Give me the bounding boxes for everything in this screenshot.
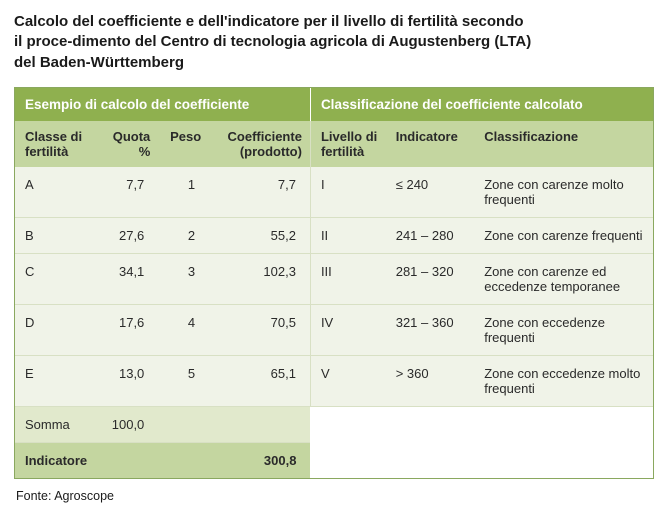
cell-livello: II bbox=[310, 217, 385, 253]
title-line-1: Calcolo del coefficiente e dell'indicato… bbox=[14, 13, 524, 30]
cell-ind: ≤ 240 bbox=[386, 167, 475, 218]
title-line-2: il proce-dimento del Centro di tecnologi… bbox=[14, 33, 531, 50]
group-header-row: Esempio di calcolo del coefficiente Clas… bbox=[15, 88, 653, 121]
cell-livello: IV bbox=[310, 304, 385, 355]
cell-peso: 2 bbox=[158, 217, 209, 253]
cell-livello: III bbox=[310, 253, 385, 304]
cell-livello: I bbox=[310, 167, 385, 218]
table-wrapper: Esempio di calcolo del coefficiente Clas… bbox=[14, 87, 654, 479]
table-body: A 7,7 1 7,7 I ≤ 240 Zone con carenze mol… bbox=[15, 167, 653, 478]
col-classificazione: Classificazione bbox=[474, 121, 653, 167]
cell-peso: 5 bbox=[158, 355, 209, 406]
cell-ind: 321 – 360 bbox=[386, 304, 475, 355]
cell-classe: E bbox=[15, 355, 95, 406]
col-coeff: Coefficiente (prodotto) bbox=[209, 121, 310, 167]
ind-label: Indicatore bbox=[15, 442, 95, 478]
cell-clf: Zone con carenze frequenti bbox=[474, 217, 653, 253]
cell-coeff: 70,5 bbox=[209, 304, 310, 355]
title-line-3: del Baden-Württemberg bbox=[14, 54, 184, 71]
cell-clf: Zone con carenze ed eccedenze temporanee bbox=[474, 253, 653, 304]
cell-peso: 4 bbox=[158, 304, 209, 355]
column-header-row: Classe di fertilità Quota % Peso Coeffic… bbox=[15, 121, 653, 167]
ind-quota bbox=[95, 442, 158, 478]
sum-quota: 100,0 bbox=[95, 406, 158, 442]
col-peso: Peso bbox=[158, 121, 209, 167]
cell-clf: Zone con carenze molto frequenti bbox=[474, 167, 653, 218]
blank-area bbox=[310, 406, 653, 478]
ind-coeff: 300,8 bbox=[209, 442, 310, 478]
figure-title: Calcolo del coefficiente e dell'indicato… bbox=[14, 12, 654, 73]
sum-peso bbox=[158, 406, 209, 442]
table-row: A 7,7 1 7,7 I ≤ 240 Zone con carenze mol… bbox=[15, 167, 653, 218]
cell-ind: 281 – 320 bbox=[386, 253, 475, 304]
sum-label: Somma bbox=[15, 406, 95, 442]
cell-coeff: 102,3 bbox=[209, 253, 310, 304]
source-line: Fonte: Agroscope bbox=[14, 489, 654, 503]
cell-quota: 7,7 bbox=[95, 167, 158, 218]
cell-quota: 27,6 bbox=[95, 217, 158, 253]
fertility-table: Esempio di calcolo del coefficiente Clas… bbox=[15, 88, 653, 478]
cell-classe: D bbox=[15, 304, 95, 355]
group-header-right: Classificazione del coefficiente calcola… bbox=[310, 88, 653, 121]
cell-ind: 241 – 280 bbox=[386, 217, 475, 253]
cell-coeff: 7,7 bbox=[209, 167, 310, 218]
sum-coeff bbox=[209, 406, 310, 442]
ind-peso bbox=[158, 442, 209, 478]
group-header-left: Esempio di calcolo del coefficiente bbox=[15, 88, 310, 121]
col-quota: Quota % bbox=[95, 121, 158, 167]
table-row: B 27,6 2 55,2 II 241 – 280 Zone con care… bbox=[15, 217, 653, 253]
figure-container: Calcolo del coefficiente e dell'indicato… bbox=[0, 0, 668, 513]
sum-row: Somma 100,0 bbox=[15, 406, 653, 442]
cell-classe: A bbox=[15, 167, 95, 218]
cell-classe: C bbox=[15, 253, 95, 304]
cell-quota: 17,6 bbox=[95, 304, 158, 355]
cell-peso: 3 bbox=[158, 253, 209, 304]
cell-clf: Zone con eccedenze molto frequenti bbox=[474, 355, 653, 406]
cell-quota: 34,1 bbox=[95, 253, 158, 304]
cell-clf: Zone con eccedenze frequenti bbox=[474, 304, 653, 355]
col-livello: Livello di fertilità bbox=[310, 121, 385, 167]
col-classe: Classe di fertilità bbox=[15, 121, 95, 167]
table-row: D 17,6 4 70,5 IV 321 – 360 Zone con ecce… bbox=[15, 304, 653, 355]
cell-peso: 1 bbox=[158, 167, 209, 218]
cell-quota: 13,0 bbox=[95, 355, 158, 406]
cell-coeff: 55,2 bbox=[209, 217, 310, 253]
cell-classe: B bbox=[15, 217, 95, 253]
cell-coeff: 65,1 bbox=[209, 355, 310, 406]
table-row: E 13,0 5 65,1 V > 360 Zone con eccedenze… bbox=[15, 355, 653, 406]
table-row: C 34,1 3 102,3 III 281 – 320 Zone con ca… bbox=[15, 253, 653, 304]
cell-ind: > 360 bbox=[386, 355, 475, 406]
col-indicatore: Indicatore bbox=[386, 121, 475, 167]
cell-livello: V bbox=[310, 355, 385, 406]
